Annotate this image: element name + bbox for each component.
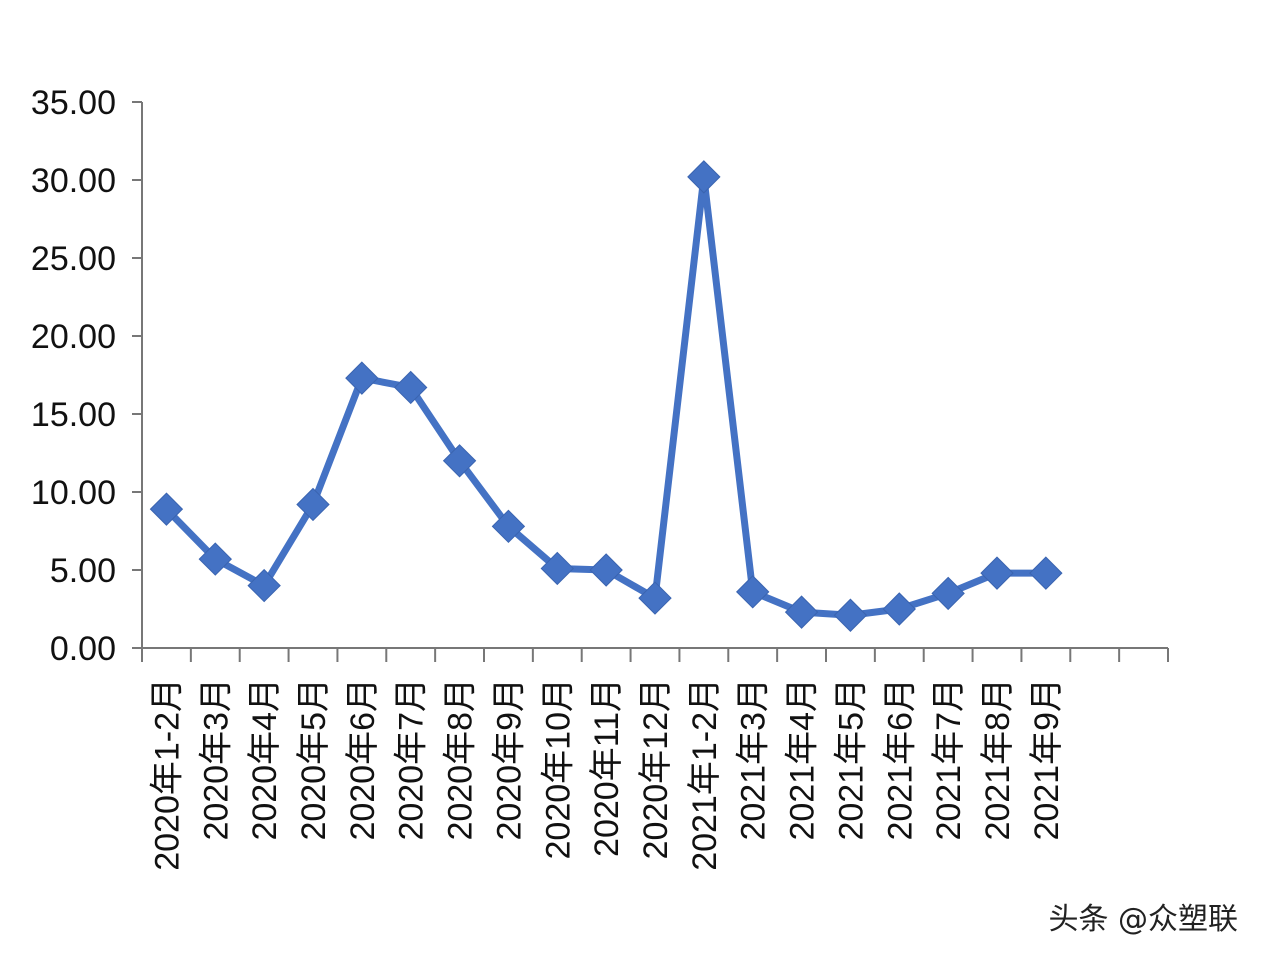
x-tick-label: 2021年8月 <box>979 678 1017 841</box>
data-point <box>540 551 574 586</box>
data-point <box>931 576 965 611</box>
data-point <box>442 444 477 478</box>
y-tick-label: 0.00 <box>50 630 116 668</box>
x-tick-label: 2020年4月 <box>246 678 284 841</box>
data-point <box>687 160 721 194</box>
data-point <box>394 370 428 405</box>
x-tick-label: 2020年1-2月 <box>148 678 186 871</box>
y-tick-label: 20.00 <box>31 318 116 356</box>
x-tick-label: 2020年6月 <box>344 678 382 841</box>
x-tick-label: 2021年4月 <box>784 678 822 841</box>
x-tick-label: 2021年3月 <box>735 678 773 841</box>
x-tick-label: 2021年7月 <box>930 678 968 841</box>
data-point <box>980 556 1014 590</box>
watermark-text: 头条 @众塑联 <box>1048 902 1238 937</box>
x-tick-label: 2021年1-2月 <box>686 678 724 871</box>
data-point <box>882 592 916 626</box>
data-point <box>491 509 526 544</box>
data-point <box>589 553 623 587</box>
x-tick-label: 2020年12月 <box>637 678 675 859</box>
data-point <box>638 581 672 615</box>
x-tick-label: 2021年5月 <box>832 678 870 841</box>
x-tick-label: 2020年3月 <box>197 678 235 841</box>
x-tick-label: 2020年9月 <box>490 678 528 841</box>
y-tick-label: 15.00 <box>31 396 116 434</box>
data-point <box>149 492 184 526</box>
series-line <box>162 173 1050 619</box>
data-point <box>345 361 379 395</box>
y-tick-label: 5.00 <box>50 552 116 590</box>
y-tick-label: 10.00 <box>31 474 116 512</box>
x-tick-label: 2020年5月 <box>295 678 333 841</box>
x-tick-label: 2020年11月 <box>588 678 626 857</box>
y-tick-label: 25.00 <box>31 240 116 278</box>
x-tick-label: 2021年9月 <box>1028 678 1066 841</box>
data-point <box>784 595 819 629</box>
x-tick-label: 2020年7月 <box>393 678 431 841</box>
data-point <box>296 487 330 522</box>
x-tick-label: 2020年10月 <box>539 678 577 859</box>
data-point <box>833 598 868 632</box>
data-point <box>1029 556 1063 590</box>
data-point <box>736 575 770 609</box>
data-point <box>247 568 281 603</box>
y-tick-label: 35.00 <box>31 84 116 122</box>
y-tick-label: 30.00 <box>31 162 116 200</box>
data-point <box>198 542 232 576</box>
x-tick-label: 2021年6月 <box>881 678 919 841</box>
x-tick-label: 2020年8月 <box>442 678 480 841</box>
